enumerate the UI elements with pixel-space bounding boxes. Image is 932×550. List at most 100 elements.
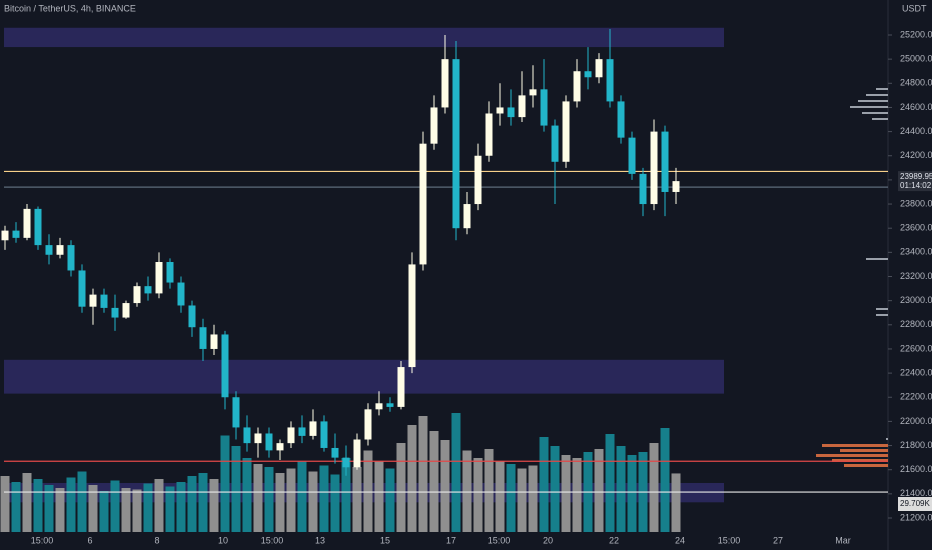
x-tick-label: 22 [609,535,619,545]
volume-bar [440,440,450,532]
volume-bar [451,413,461,532]
volume-bar [539,437,549,532]
candle-body [89,294,97,307]
volume-bar [66,477,76,532]
candle-body [430,107,438,144]
candle-body [573,71,581,102]
candle-body [232,397,240,428]
volume-bar [253,464,263,532]
zone [4,27,724,48]
candle-body [320,421,328,448]
volume-bar [418,416,428,532]
candle-body [441,59,449,108]
volume-bar [209,479,219,532]
y-tick-label: 23600.00 [900,223,932,233]
candle-body [309,421,317,436]
volume-bar [605,434,615,532]
volume-bar [330,474,340,532]
volume-bar [11,482,21,532]
volume-bar [99,491,109,532]
candle-body [243,427,251,444]
candle-body [221,334,229,398]
volume-bar [264,467,274,532]
candle-body [78,270,86,307]
volume-bar [462,450,472,532]
volume-label: 29.709K [900,499,930,508]
candle-body [507,107,515,118]
candle-body [617,101,625,138]
candle-body [34,208,42,246]
volume-bar [231,446,241,532]
volume-bar [517,468,527,532]
candle-body [364,409,372,440]
price-label-box [898,171,932,192]
candle-body [144,286,152,294]
y-tick-label: 22600.00 [900,343,932,353]
candle-body [254,433,262,444]
y-tick-label: 22800.00 [900,319,932,329]
candle-body [199,327,207,349]
chart-title: Bitcoin / TetherUS, 4h, BINANCE [4,3,136,13]
volume-bar [572,458,582,532]
candle-body [353,439,361,468]
candle-body [276,443,284,451]
x-tick-label: 15:00 [718,535,741,545]
volume-bar [352,467,362,532]
y-tick-label: 25000.00 [900,54,932,64]
x-tick-label: 17 [446,535,456,545]
volume-bar [88,485,98,532]
volume-bar [308,471,318,532]
volume-bar [396,443,406,532]
candle-body [298,427,306,436]
candle-body [155,262,163,294]
y-tick-label: 21800.00 [900,440,932,450]
candle-body [265,433,273,451]
volume-bar [561,455,571,532]
candle-body [375,403,383,410]
candle-body [595,59,603,78]
volume-bar [649,443,659,532]
volume-bar [0,476,10,532]
candle-body [100,294,108,308]
candle-body [56,245,64,255]
y-tick-label: 21200.00 [900,512,932,522]
volume-bar [319,465,329,532]
volume-bar [44,485,54,532]
volume-bar [429,431,439,532]
volume-bar [154,479,164,532]
y-tick-label: 21400.00 [900,488,932,498]
volume-bar [132,489,142,532]
volume-bar [220,435,230,532]
candle-body [606,59,614,102]
x-tick-label: 15:00 [488,535,511,545]
volume-bar [286,468,296,532]
x-tick-label: Mar [835,535,851,545]
volume-bar [594,449,604,532]
y-tick-label: 24800.00 [900,78,932,88]
volume-bar [22,473,32,532]
y-tick-label: 23800.00 [900,198,932,208]
volume-bar [407,425,417,532]
y-tick-label: 22000.00 [900,416,932,426]
y-tick-label: 23200.00 [900,271,932,281]
volume-bar [528,465,538,532]
x-tick-label: 13 [315,535,325,545]
x-tick-label: 24 [675,535,685,545]
volume-bar [473,458,483,532]
candle-body [166,262,174,283]
x-tick-label: 8 [154,535,159,545]
candle-body [661,131,669,192]
volume-bar [385,468,395,532]
volume-bar [110,480,120,532]
candle-body [67,245,75,271]
x-tick-label: 27 [773,535,783,545]
candle-body [485,113,493,156]
volume-bar [33,479,43,532]
candle-body [397,367,405,407]
candle-body [529,89,537,96]
volume-bar [627,455,637,532]
volume-bar [616,446,626,532]
candle-body [639,173,647,205]
candle-body [452,59,460,229]
candle-body [474,155,482,205]
